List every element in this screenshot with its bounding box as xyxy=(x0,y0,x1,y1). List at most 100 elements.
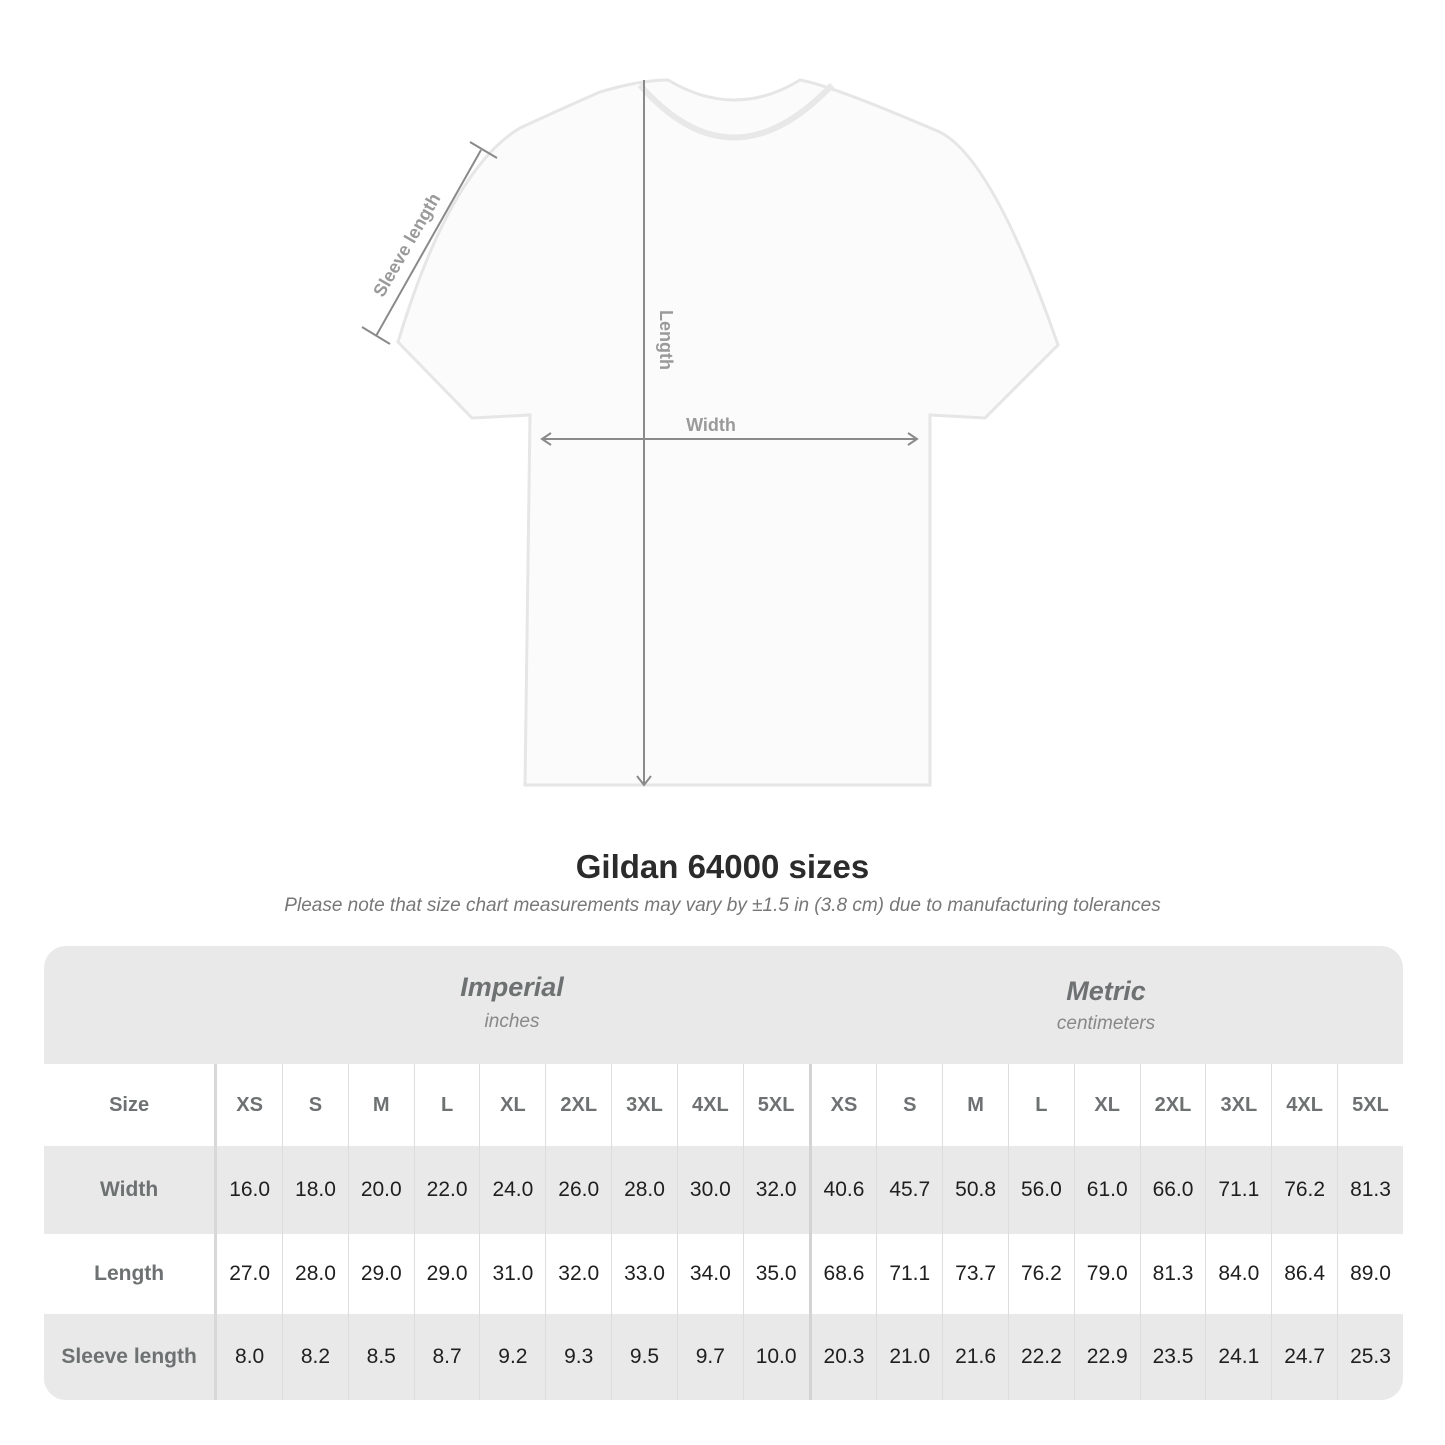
imperial-value-cell: 8.5 xyxy=(347,1314,415,1400)
imperial-size-l: L xyxy=(413,1064,480,1146)
imperial-value-cell: 33.0 xyxy=(611,1234,678,1314)
table-row: Sleeve length 8.0 8.2 8.5 8.7 9.2 9.3 9.5 9.7 10.… xyxy=(44,1314,1403,1400)
metric-value-cell: 22.2 xyxy=(1007,1314,1075,1400)
metric-value-cell: 23.5 xyxy=(1139,1314,1206,1400)
imperial-value-cell: 34.0 xyxy=(676,1234,744,1314)
metric-size-s: S xyxy=(876,1064,943,1146)
size-table-panel: Imperial inches Metric centimeters Size X… xyxy=(44,946,1403,1400)
metric-value-cell: 40.6 xyxy=(808,1146,877,1234)
metric-value-cell: 71.1 xyxy=(876,1234,943,1314)
metric-value-cell: 25.3 xyxy=(1337,1314,1403,1400)
imperial-value-cell: 28.0 xyxy=(282,1234,349,1314)
imperial-title: Imperial xyxy=(460,972,564,1002)
metric-value-cell: 73.7 xyxy=(942,1234,1009,1314)
imperial-value-cell: 9.3 xyxy=(545,1314,612,1400)
imperial-size-s: S xyxy=(282,1064,349,1146)
metric-value-cell: 71.1 xyxy=(1205,1146,1272,1234)
row-label: Width xyxy=(44,1146,218,1234)
metric-value-cell: 22.9 xyxy=(1073,1314,1141,1400)
imperial-value-cell: 18.0 xyxy=(282,1146,349,1234)
length-label: Length xyxy=(656,310,676,370)
metric-header: Metric centimeters xyxy=(809,946,1403,1064)
imperial-value-cell: 8.2 xyxy=(282,1314,349,1400)
metric-value-cell: 81.3 xyxy=(1139,1234,1206,1314)
imperial-value-cell: 10.0 xyxy=(742,1314,811,1400)
metric-value-cell: 45.7 xyxy=(876,1146,943,1234)
imperial-unit: inches xyxy=(484,1011,540,1032)
imperial-header: Imperial inches xyxy=(215,946,809,1064)
imperial-value-cell: 20.0 xyxy=(347,1146,415,1234)
metric-value-cell: 50.8 xyxy=(942,1146,1009,1234)
size-header-row: Size XS S M L XL 2XL 3XL 4XL 5XL XS S M L XL 2XL 3XL 4XL 5… xyxy=(44,1064,1403,1146)
metric-value-cell: 21.6 xyxy=(942,1314,1009,1400)
table-row: Width 16.0 18.0 20.0 22.0 24.0 26.0 28.0 30.0 32.… xyxy=(44,1146,1403,1234)
imperial-size-5xl: 5XL xyxy=(742,1064,811,1146)
metric-value-cell: 20.3 xyxy=(808,1314,877,1400)
metric-unit: centimeters xyxy=(1056,1013,1156,1034)
tolerance-note: Please note that size chart measurements… xyxy=(284,895,1161,916)
metric-title: Metric xyxy=(1066,976,1146,1006)
metric-size-4xl: 4XL xyxy=(1271,1064,1338,1146)
row-label: Length xyxy=(44,1234,218,1314)
sleeve-tick-bottom xyxy=(361,326,391,345)
metric-value-cell: 66.0 xyxy=(1139,1146,1206,1234)
metric-size-2xl: 2XL xyxy=(1139,1064,1206,1146)
row-label: Sleeve length xyxy=(44,1314,218,1400)
metric-value-cell: 68.6 xyxy=(808,1234,877,1314)
sleeve-tick-top xyxy=(469,141,498,159)
size-label: Size xyxy=(44,1064,218,1146)
metric-size-3xl: 3XL xyxy=(1205,1064,1272,1146)
imperial-size-xs: XS xyxy=(215,1064,283,1146)
imperial-value-cell: 32.0 xyxy=(742,1146,811,1234)
metric-value-cell: 86.4 xyxy=(1271,1234,1338,1314)
imperial-value-cell: 8.7 xyxy=(413,1314,480,1400)
metric-value-cell: 56.0 xyxy=(1007,1146,1075,1234)
imperial-value-cell: 30.0 xyxy=(676,1146,744,1234)
metric-value-cell: 84.0 xyxy=(1205,1234,1272,1314)
imperial-value-cell: 9.7 xyxy=(676,1314,744,1400)
imperial-value-cell: 28.0 xyxy=(611,1146,678,1234)
metric-value-cell: 21.0 xyxy=(876,1314,943,1400)
imperial-value-cell: 9.5 xyxy=(611,1314,678,1400)
imperial-size-2xl: 2XL xyxy=(545,1064,612,1146)
metric-value-cell: 76.2 xyxy=(1271,1146,1338,1234)
page-title: Gildan 64000 sizes xyxy=(575,848,870,885)
metric-value-cell: 89.0 xyxy=(1337,1234,1403,1314)
imperial-value-cell: 22.0 xyxy=(413,1146,480,1234)
imperial-size-xl: XL xyxy=(479,1064,546,1146)
size-table: Size XS S M L XL 2XL 3XL 4XL 5XL XS S M L XL 2XL 3XL 4XL 5… xyxy=(44,1064,1403,1400)
metric-size-m: M xyxy=(942,1064,1009,1146)
imperial-value-cell: 26.0 xyxy=(545,1146,612,1234)
imperial-value-cell: 9.2 xyxy=(479,1314,546,1400)
metric-size-xs: XS xyxy=(808,1064,877,1146)
metric-size-5xl: 5XL xyxy=(1337,1064,1403,1146)
metric-value-cell: 61.0 xyxy=(1073,1146,1141,1234)
imperial-value-cell: 24.0 xyxy=(479,1146,546,1234)
imperial-value-cell: 32.0 xyxy=(545,1234,612,1314)
imperial-size-3xl: 3XL xyxy=(611,1064,678,1146)
tshirt-diagram: Sleeve length Length Width xyxy=(361,78,1060,787)
imperial-value-cell: 27.0 xyxy=(215,1234,283,1314)
width-label: Width xyxy=(686,415,736,435)
imperial-size-4xl: 4XL xyxy=(676,1064,744,1146)
imperial-value-cell: 29.0 xyxy=(413,1234,480,1314)
metric-size-xl: XL xyxy=(1073,1064,1141,1146)
imperial-value-cell: 31.0 xyxy=(479,1234,546,1314)
imperial-value-cell: 16.0 xyxy=(215,1146,283,1234)
length-arrow-bottom xyxy=(636,775,652,787)
tshirt-shape xyxy=(396,78,1060,787)
metric-value-cell: 76.2 xyxy=(1007,1234,1075,1314)
imperial-size-m: M xyxy=(347,1064,415,1146)
metric-value-cell: 81.3 xyxy=(1337,1146,1403,1234)
sleeve-line xyxy=(375,149,482,337)
width-arrow-right xyxy=(907,432,919,446)
imperial-value-cell: 35.0 xyxy=(742,1234,811,1314)
imperial-value-cell: 8.0 xyxy=(215,1314,283,1400)
metric-size-l: L xyxy=(1007,1064,1075,1146)
width-arrow-left xyxy=(540,432,552,446)
tshirt-collar xyxy=(637,82,835,141)
metric-value-cell: 79.0 xyxy=(1073,1234,1141,1314)
metric-value-cell: 24.1 xyxy=(1205,1314,1272,1400)
table-row: Length 27.0 28.0 29.0 29.0 31.0 32.0 33.0 34.0 35… xyxy=(44,1234,1403,1314)
metric-value-cell: 24.7 xyxy=(1271,1314,1338,1400)
